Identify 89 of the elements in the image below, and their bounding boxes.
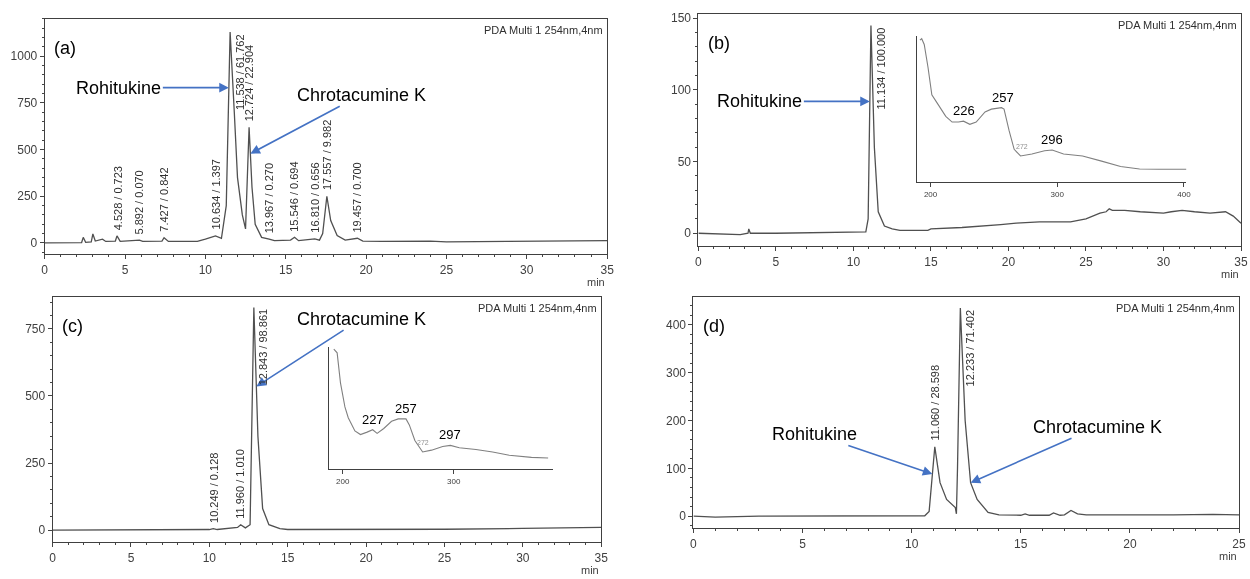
annotation: 4.528 / 0.723 (111, 166, 124, 231)
annotation: PDA Multi 1 254nm,4nm (1118, 19, 1237, 31)
y-tick-label: 500 (25, 389, 46, 404)
annotation: 7.427 / 0.842 (158, 167, 171, 232)
x-tick-label: 5 (799, 536, 807, 551)
annotation: 296 (1041, 132, 1063, 147)
annotation: 10.249 / 0.128 (207, 452, 220, 523)
y-tick-label: 100 (670, 83, 692, 98)
x-tick-label: 10 (202, 550, 217, 565)
x-tick-label: 10 (904, 536, 919, 551)
x-tick-label: 200 (923, 189, 938, 199)
y-tick-label: 500 (17, 142, 38, 157)
annotation: Rohitukine (76, 78, 162, 98)
annotation: 11.960 / 1.010 (234, 449, 247, 519)
x-tick-label: 15 (1014, 536, 1028, 551)
annotation: 227 (362, 412, 384, 427)
annotation: Chrotacumine K (1033, 417, 1163, 437)
y-tick-label: 250 (25, 456, 46, 471)
x-tick-label: 5 (127, 550, 135, 565)
y-tick-label: 250 (17, 189, 38, 204)
x-tick-label: 35 (600, 262, 615, 277)
x-tick-label: 35 (594, 550, 609, 565)
x-tick-label: 10 (846, 254, 861, 269)
annotation: 5.892 / 0.070 (133, 170, 146, 235)
y-tick-label: 750 (17, 96, 38, 111)
text: (a) (54, 38, 76, 58)
y-tick-label: 400 (666, 317, 687, 332)
x-axis-title: min (1219, 550, 1237, 562)
x-tick-label: 5 (121, 262, 129, 277)
y-tick-label: 200 (666, 413, 687, 428)
x-tick-label: 25 (439, 262, 454, 277)
x-tick-label: 35 (1234, 254, 1249, 269)
x-tick-label: 30 (516, 550, 530, 565)
annotation: 10.634 / 1.397 (209, 159, 222, 230)
annotation: PDA Multi 1 254nm,4nm (478, 302, 597, 314)
text: (b) (708, 33, 730, 53)
y-tick-label: 0 (38, 523, 46, 538)
x-tick-label: 25 (437, 550, 452, 565)
x-tick-label: 25 (1232, 536, 1247, 551)
y-tick-label: 1000 (10, 49, 38, 64)
annotation: 12.233 / 71.402 (964, 309, 977, 387)
y-tick-label: 300 (666, 365, 687, 380)
annotation: 17.557 / 9.982 (320, 119, 333, 191)
line-series (52, 306, 602, 531)
annotation: 257 (992, 90, 1014, 105)
annotation: 13.967 / 0.270 (262, 162, 275, 234)
annotation: PDA Multi 1 254nm,4nm (1116, 302, 1235, 314)
x-tick-label: 400 (1177, 189, 1192, 199)
annotation: Chrotacumine K (297, 85, 427, 105)
y-tick-label: 750 (25, 322, 46, 337)
x-axis-title: min (587, 276, 605, 288)
x-tick-label: 300 (1050, 189, 1065, 199)
annotation: Chrotacumine K (297, 309, 427, 329)
x-tick-label: 0 (49, 550, 57, 565)
annotation: 11.060 / 28.598 (929, 364, 941, 441)
y-tick-label: 0 (679, 509, 687, 524)
x-tick-label: 15 (279, 262, 293, 277)
x-tick-label: 20 (1001, 254, 1016, 269)
x-axis-title: min (581, 564, 599, 576)
y-tick-label: 0 (30, 236, 38, 251)
annotation: 11.134 / 100.000 (874, 27, 887, 110)
y-tick-label: 50 (677, 154, 692, 169)
y-tick-label: 100 (666, 461, 687, 476)
annotation: 15.546 / 0.694 (288, 161, 301, 232)
x-tick-label: 15 (924, 254, 938, 269)
x-tick-label: 20 (359, 262, 374, 277)
annotation: 16.810 / 0.656 (308, 162, 321, 233)
x-tick-label: 15 (281, 550, 295, 565)
x-tick-label: 30 (520, 262, 534, 277)
annotation: 297 (439, 427, 461, 442)
x-tick-label: 5 (772, 254, 780, 269)
x-axis-title: min (1221, 268, 1239, 280)
x-tick-label: 0 (695, 254, 703, 269)
x-tick-label: 30 (1156, 254, 1171, 269)
x-tick-label: 20 (1123, 536, 1137, 551)
x-tick-label: 25 (1079, 254, 1093, 269)
text: (c) (62, 316, 83, 336)
x-tick-label: 20 (359, 550, 374, 565)
annotation: 12.843 / 98.861 (257, 308, 270, 386)
y-tick-label: 0 (684, 226, 692, 241)
annotation: PDA Multi 1 254nm,4nm (484, 24, 603, 36)
annotation: Rohitukine (772, 424, 858, 444)
annotation: 19.457 / 0.700 (351, 162, 364, 233)
text: (d) (703, 316, 725, 336)
y-tick-label: 150 (670, 11, 692, 26)
x-tick-label: 10 (198, 262, 213, 277)
annotation: Rohitukine (717, 91, 803, 111)
annotation: 257 (395, 401, 417, 416)
annotation: 226 (953, 103, 975, 118)
